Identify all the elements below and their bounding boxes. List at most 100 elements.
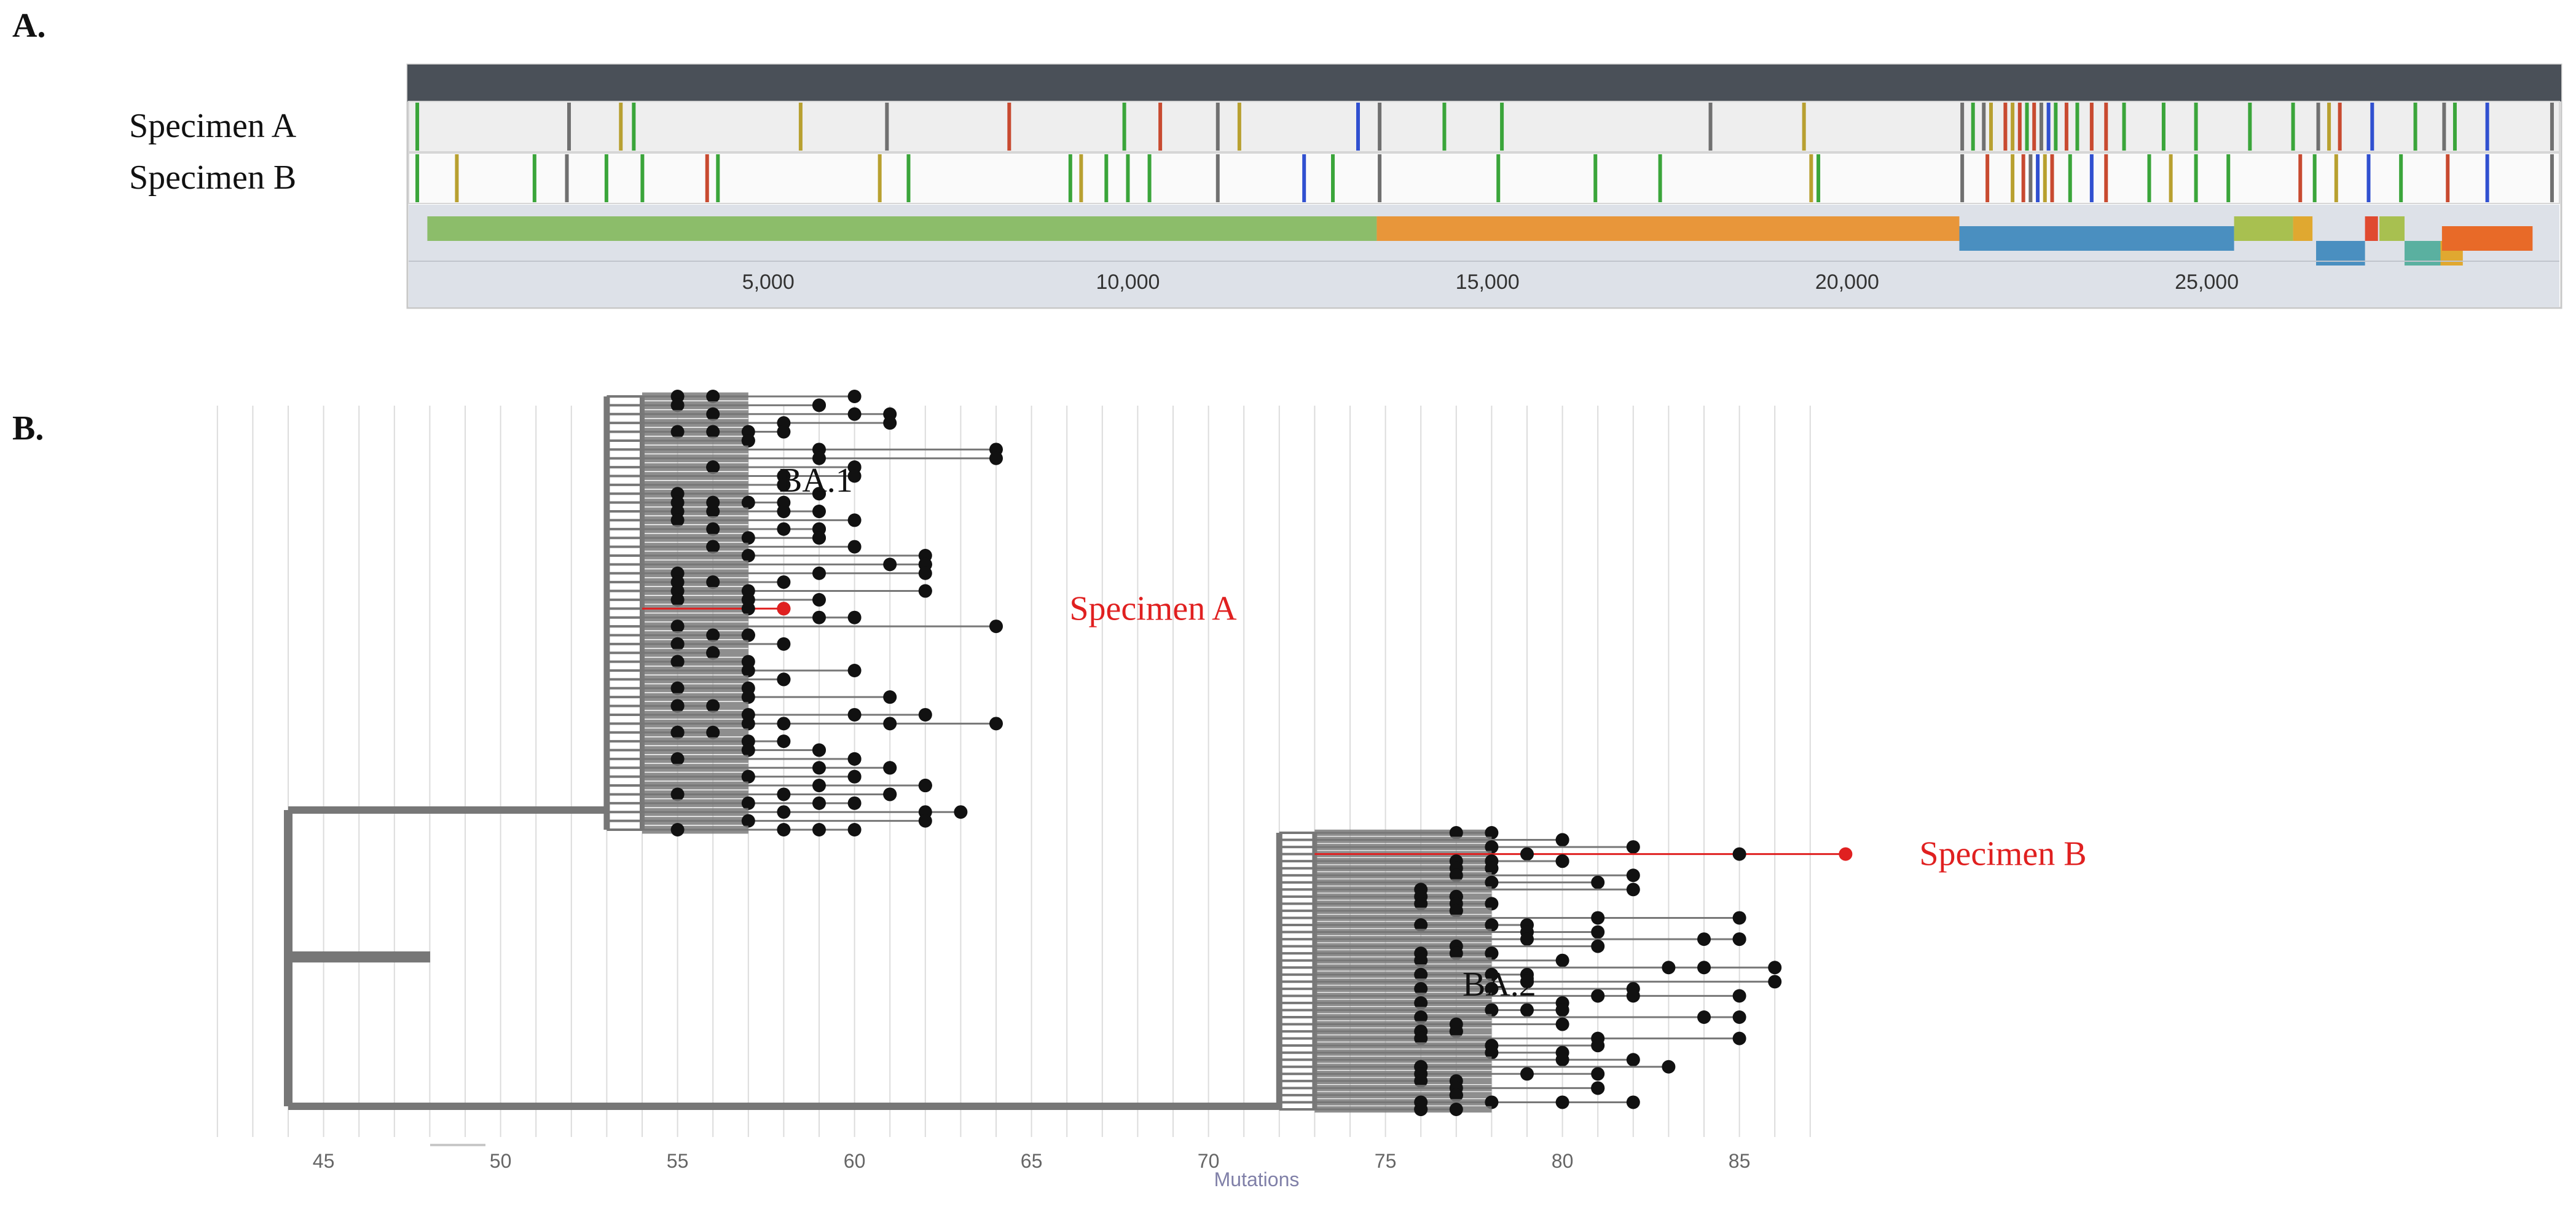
mutation-mark: [2021, 154, 2025, 202]
mutation-mark: [1816, 154, 1821, 202]
tip-node: [706, 425, 720, 439]
tip-node: [812, 779, 826, 793]
mutation-mark: [1126, 154, 1130, 202]
tip-node: [1485, 826, 1499, 840]
tip-node: [812, 592, 826, 607]
tip-node: [1414, 1031, 1428, 1045]
tip-node: [706, 575, 720, 589]
tip-node: [1414, 918, 1428, 932]
gene-block: [1376, 216, 1960, 241]
mutation-mark: [2161, 103, 2166, 151]
tip-node: [706, 505, 720, 519]
tip-node: [1520, 1067, 1534, 1081]
tip-node: [1626, 1053, 1640, 1067]
mutation-mark: [567, 103, 571, 151]
tip-node: [1449, 868, 1463, 883]
gene-block: [2365, 216, 2378, 241]
tip-node: [1485, 967, 1499, 982]
mutation-mark: [2485, 103, 2489, 151]
mutation-mark: [1442, 103, 1447, 151]
mutation-mark: [604, 154, 608, 202]
tip-node: [847, 707, 862, 722]
mutation-mark: [1237, 103, 1241, 151]
tip-node: [777, 787, 791, 801]
mutation-mark: [2413, 103, 2417, 151]
tip-node: [1591, 911, 1605, 925]
tip-node: [1732, 911, 1746, 925]
tree-tick-label: 80: [1552, 1150, 1574, 1172]
tip-node: [1520, 847, 1534, 861]
genome-tick-label: 25,000: [2175, 270, 2239, 294]
tip-node: [1662, 961, 1676, 975]
tip-node: [883, 717, 897, 731]
tip-node: [1662, 1060, 1676, 1074]
mutation-mark: [619, 103, 623, 151]
tip-node: [1626, 989, 1640, 1003]
tip-node: [670, 725, 685, 739]
mutation-mark: [2226, 154, 2231, 202]
tip-node: [1414, 982, 1428, 996]
genome-tick-label: 20,000: [1815, 270, 1879, 294]
tip-node: [1520, 975, 1534, 989]
mutation-mark: [1971, 103, 1975, 151]
tree-tick-label: 65: [1021, 1150, 1043, 1172]
tip-node: [741, 769, 755, 784]
panel-b-label: B.: [12, 409, 44, 447]
mutation-mark: [2334, 154, 2338, 202]
tip-node: [741, 531, 755, 545]
tip-node: [1591, 939, 1605, 953]
tip-node: [670, 699, 685, 713]
mutation-mark: [2316, 103, 2320, 151]
tip-node: [1555, 1003, 1569, 1017]
genome-mutation-map: Specimen A Specimen B 5,000 10,000 15,000 20,…: [129, 63, 2562, 309]
tip-node: [989, 620, 1003, 634]
tip-node: [741, 602, 755, 616]
tip-node: [1485, 1095, 1499, 1109]
highlight-label: Specimen B: [1919, 835, 2086, 873]
tip-node: [1626, 868, 1640, 883]
tip-node: [1449, 946, 1463, 961]
tip-node: [918, 584, 932, 598]
tip-node: [1555, 854, 1569, 868]
mutation-mark: [2089, 154, 2094, 202]
tip-node: [1449, 826, 1463, 840]
tip-node: [883, 787, 897, 801]
tip-node: [989, 717, 1003, 731]
mutation-mark: [2194, 154, 2198, 202]
mutation-mark: [2011, 154, 2015, 202]
genome-tick-label: 15,000: [1456, 270, 1520, 294]
tip-node: [812, 566, 826, 580]
tip-node: [1697, 1010, 1711, 1024]
tip-node: [1414, 1103, 1428, 1116]
tip-node: [1591, 1067, 1605, 1081]
mutation-mark: [798, 103, 803, 151]
genome-header-bar: [407, 65, 2561, 101]
mutation-mark: [2011, 103, 2015, 151]
tip-node: [1414, 1010, 1428, 1024]
tip-node: [1732, 1010, 1746, 1024]
mutation-mark: [1356, 103, 1360, 151]
tip-node: [706, 699, 720, 713]
tip-node: [741, 664, 755, 678]
tip-node: [918, 814, 932, 828]
tip-node: [989, 451, 1003, 465]
tip-node: [1449, 1103, 1463, 1116]
mutation-mark: [2043, 154, 2047, 202]
tip-node: [1485, 1045, 1499, 1060]
gene-block: [427, 216, 1377, 241]
tip-node: [706, 628, 720, 642]
mutation-mark: [2370, 103, 2374, 151]
tree-tick-label: 70: [1198, 1150, 1220, 1172]
mutation-mark: [1708, 103, 1713, 151]
tip-node: [1414, 1074, 1428, 1088]
tree-tick-label: 60: [844, 1150, 866, 1172]
mutation-mark: [906, 154, 911, 202]
mutation-mark: [1122, 103, 1126, 151]
tip-node: [1697, 932, 1711, 946]
tree-tick-label: 50: [490, 1150, 512, 1172]
tip-node: [847, 407, 862, 421]
mutation-mark: [1809, 154, 1813, 202]
track-label: Specimen B: [129, 159, 296, 197]
mutation-mark: [2327, 103, 2331, 151]
tip-node: [777, 637, 791, 651]
